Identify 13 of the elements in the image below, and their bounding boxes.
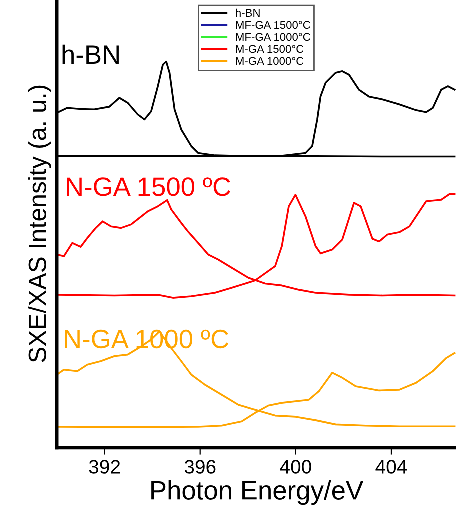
legend-label: h-BN xyxy=(236,8,260,17)
legend-label: MF-GA 1500°C xyxy=(236,21,310,30)
legend-label: MF-GA 1000°C xyxy=(236,33,310,42)
x-tick-label: 404 xyxy=(376,460,408,474)
x-axis-title: Photon Energy/eV xyxy=(152,480,364,506)
y-axis-title: SXE/XAS Intensity (a. u.) xyxy=(28,86,52,362)
annotation: h-BN xyxy=(62,44,119,64)
annotation: N-GA 1500 ºC xyxy=(67,178,231,196)
x-tick-label: 396 xyxy=(184,460,216,474)
x-tick-label: 400 xyxy=(280,460,312,474)
x-tick-label: 392 xyxy=(89,460,120,474)
legend-label: M-GA 1500°C xyxy=(236,45,304,54)
legend-label: M-GA 1000°C xyxy=(236,57,304,66)
